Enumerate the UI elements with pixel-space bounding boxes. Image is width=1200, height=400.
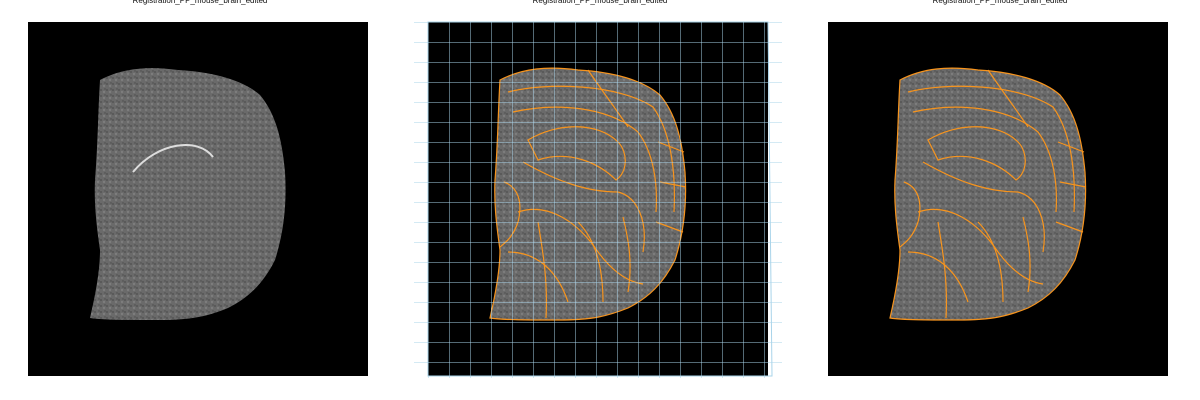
panel-image <box>28 22 368 376</box>
panel-title: Registration_PP_mouse_brain_edited <box>933 0 1068 5</box>
panel-title: Registration_PP_mouse_brain_edited <box>133 0 268 5</box>
panel-title: Registration_PP_mouse_brain_edited <box>533 0 668 5</box>
panel-image <box>414 21 782 378</box>
panel-image <box>828 22 1168 376</box>
